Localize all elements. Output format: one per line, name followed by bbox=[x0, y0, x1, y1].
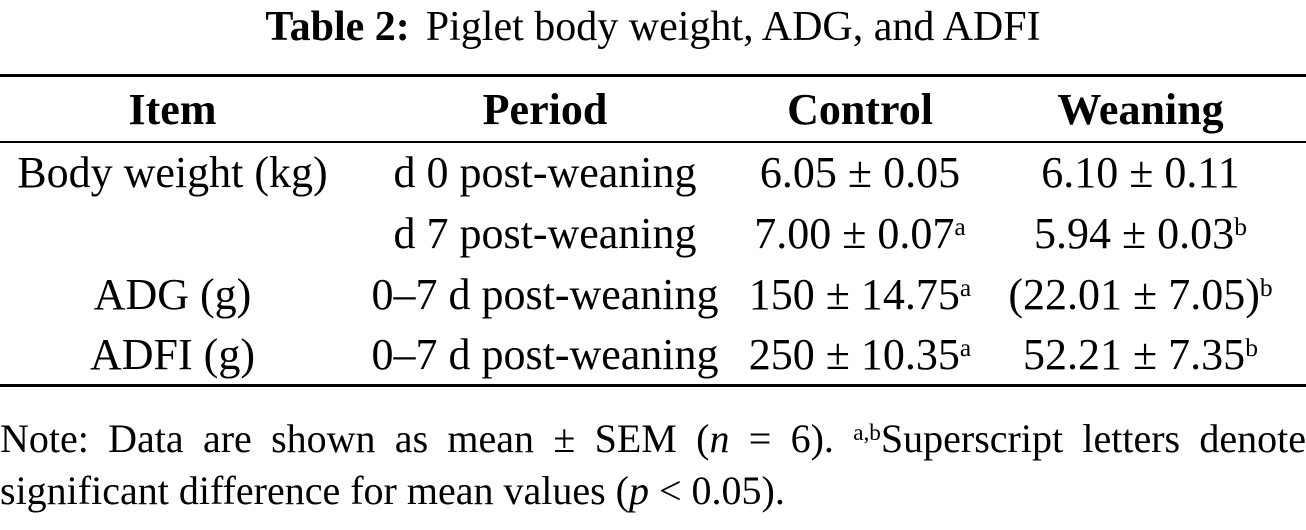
table-row: ADFI (g) 0–7 d post-weaning 250 ± 10.35a… bbox=[0, 325, 1306, 386]
cell-control-value: 250 ± 10.35 bbox=[748, 330, 960, 380]
header-row: Item Period Control Weaning bbox=[0, 75, 1306, 143]
cell-weaning: 6.10 ± 0.11 bbox=[975, 142, 1306, 203]
table-caption: Table 2: Piglet body weight, ADG, and ADF… bbox=[0, 0, 1306, 52]
cell-weaning: 52.21 ± 7.35b bbox=[975, 325, 1306, 386]
cell-period: 0–7 d post-weaning bbox=[371, 330, 719, 380]
note-text: significant difference for mean values ( bbox=[0, 468, 629, 514]
cell-weaning-superscript: b bbox=[1259, 272, 1273, 302]
table-row: Body weight (kg) d 0 post-weaning 6.05 ±… bbox=[0, 142, 1306, 203]
italic-p-variable: p bbox=[628, 468, 649, 514]
table-row: ADG (g) 0–7 d post-weaning 150 ± 14.75a … bbox=[0, 264, 1306, 325]
cell-control: 250 ± 10.35a bbox=[745, 325, 975, 386]
cell-control: 6.05 ± 0.05 bbox=[745, 142, 975, 203]
data-table: Item Period Control Weaning Body weight … bbox=[0, 74, 1306, 388]
cell-item bbox=[0, 203, 345, 264]
cell-control: 7.00 ± 0.07a bbox=[745, 203, 975, 264]
cell-period: 0–7 d post-weaning bbox=[371, 269, 719, 319]
note-text: Note: Data are shown as mean ± SEM ( bbox=[0, 416, 710, 462]
cell-period: d 0 post-weaning bbox=[393, 148, 697, 198]
cell-weaning-value: (22.01 ± 7.05) bbox=[1008, 269, 1260, 319]
cell-weaning-value: 6.10 ± 0.11 bbox=[1041, 148, 1240, 198]
table-note: Note: Data are shown as mean ± SEM (n = … bbox=[0, 413, 1306, 517]
cell-item: ADG (g) bbox=[93, 269, 252, 319]
cell-weaning: (22.01 ± 7.05)b bbox=[975, 264, 1306, 325]
table-caption-label: Table 2: bbox=[265, 4, 410, 50]
note-text: = 6). bbox=[729, 416, 854, 462]
column-header-control: Control bbox=[745, 75, 975, 143]
cell-weaning-value: 5.94 ± 0.03 bbox=[1034, 208, 1235, 258]
cell-control-superscript: a bbox=[959, 332, 972, 362]
cell-weaning-superscript: b bbox=[1234, 211, 1247, 241]
cell-control-value: 150 ± 14.75 bbox=[748, 269, 960, 319]
cell-control-value: 6.05 ± 0.05 bbox=[759, 148, 961, 198]
note-superscript: a,b bbox=[853, 420, 881, 447]
cell-weaning-value: 52.21 ± 7.35 bbox=[1023, 330, 1246, 380]
cell-weaning: 5.94 ± 0.03b bbox=[975, 203, 1306, 264]
note-line-2: significant difference for mean values (… bbox=[0, 465, 1306, 517]
italic-n-variable: n bbox=[709, 416, 730, 462]
column-header-weaning: Weaning bbox=[975, 75, 1306, 143]
cell-period: d 7 post-weaning bbox=[393, 208, 697, 258]
cell-control: 150 ± 14.75a bbox=[745, 264, 975, 325]
table-row: d 7 post-weaning 7.00 ± 0.07a 5.94 ± 0.0… bbox=[0, 203, 1306, 264]
column-header-period: Period bbox=[345, 75, 745, 143]
cell-control-superscript: a bbox=[959, 272, 972, 302]
cell-control-value: 7.00 ± 0.07 bbox=[754, 208, 955, 258]
column-header-item: Item bbox=[0, 75, 345, 143]
note-text: Superscript letters denote bbox=[880, 416, 1306, 462]
note-text: < 0.05). bbox=[648, 468, 785, 514]
cell-control-superscript: a bbox=[954, 211, 966, 241]
cell-item: Body weight (kg) bbox=[17, 148, 328, 198]
cell-item: ADFI (g) bbox=[90, 330, 255, 380]
cell-weaning-superscript: b bbox=[1245, 332, 1258, 362]
table-caption-title: Piglet body weight, ADG, and ADFI bbox=[425, 4, 1041, 50]
note-line-1: Note: Data are shown as mean ± SEM (n = … bbox=[0, 413, 1306, 465]
